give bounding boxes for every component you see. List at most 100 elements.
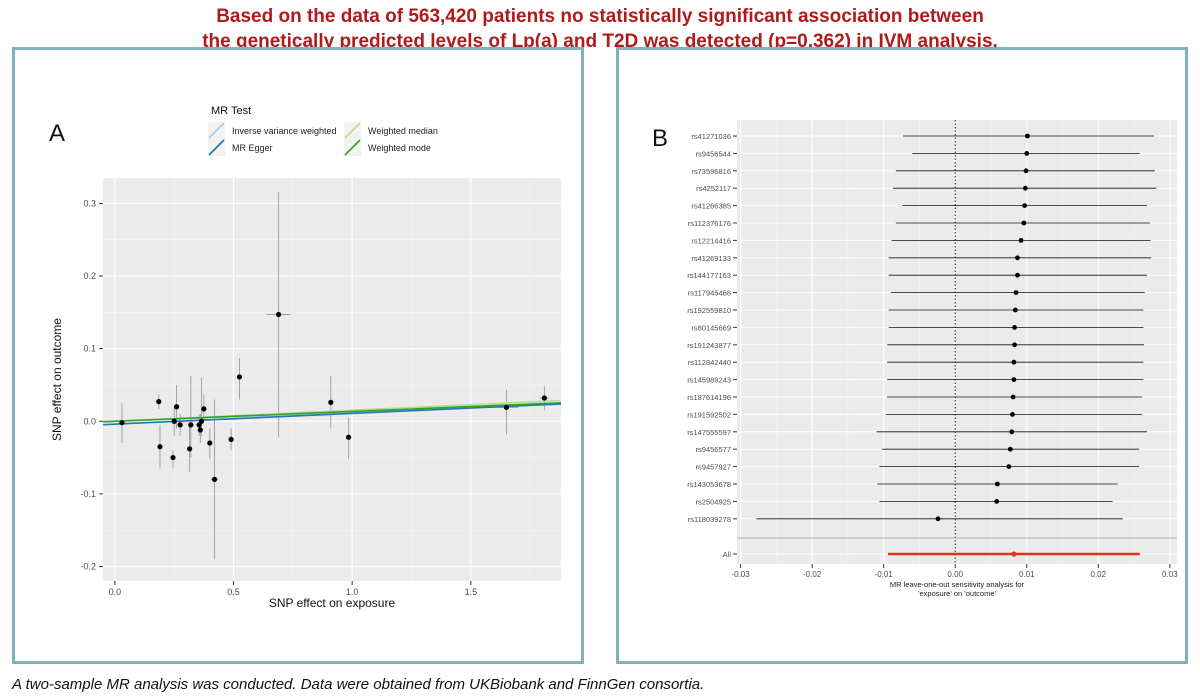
- plot-area: [103, 178, 561, 581]
- legend-entry-label: Weighted mode: [368, 143, 431, 153]
- snp-point: [170, 454, 176, 461]
- snp-label: rs147555597: [687, 428, 731, 437]
- headline-line-1: Based on the data of 563,420 patients no…: [216, 6, 984, 27]
- legend-key-line: [208, 139, 225, 156]
- x-axis-title-line-2: 'exposure' on 'outcome': [918, 589, 996, 598]
- estimate-point: [1010, 412, 1015, 417]
- snp-point: [198, 418, 205, 424]
- snp-label: rs9456544: [696, 149, 731, 158]
- estimate-point: [1007, 446, 1013, 452]
- snp-label: rs9456577: [696, 445, 731, 454]
- snp-label: rs80145669: [691, 323, 731, 332]
- estimate-point: [1021, 220, 1027, 226]
- y-tick-label: -0.1: [80, 489, 96, 499]
- legend-key-line: [344, 139, 361, 156]
- x-tick-label: 0.5: [227, 587, 240, 597]
- snp-label: rs41269133: [691, 254, 731, 263]
- estimate-point: [935, 516, 941, 522]
- snp-label: rs73596816: [691, 167, 731, 176]
- snp-label: rs145989243: [687, 376, 731, 385]
- headline: Based on the data of 563,420 patients no…: [0, 4, 1200, 54]
- y-tick-label: 0.3: [83, 198, 96, 208]
- scatter-chart: A 0.0 0.5 1.0 1.5 -0.2 -0.1 0.0 0.1 0.2 0.3 SNP eff…: [49, 105, 562, 610]
- snp-point: [541, 395, 547, 401]
- snp-point: [211, 476, 218, 482]
- y-tick-label: 0.1: [83, 344, 96, 354]
- x-axis-title: SNP effect on exposure: [269, 596, 396, 610]
- estimate-point: [995, 481, 1000, 487]
- estimate-point: [1018, 238, 1024, 243]
- estimate-point: [1025, 133, 1030, 139]
- snp-label: rs191243877: [687, 341, 731, 350]
- x-tick-label: -0.01: [875, 570, 894, 579]
- snp-point: [201, 406, 207, 412]
- snp-label: rs112842440: [688, 358, 731, 367]
- overall-label: All: [723, 550, 732, 559]
- x-tick-label: -0.02: [803, 570, 822, 579]
- y-tick-label: 0.0: [83, 416, 96, 426]
- snp-label: rs187614196: [687, 393, 731, 402]
- snp-point: [171, 418, 177, 424]
- x-tick-label: 1.5: [465, 587, 478, 597]
- legend-entry-label: Weighted median: [368, 126, 438, 136]
- y-axis-title: SNP effect on outcome: [50, 318, 64, 441]
- snp-point: [177, 422, 183, 428]
- snp-point: [346, 434, 352, 440]
- panel-label-b: B: [652, 125, 668, 152]
- plot-area: [737, 120, 1177, 564]
- regression-line: [102, 402, 562, 423]
- snp-point: [207, 440, 213, 446]
- estimate-point: [1012, 325, 1017, 330]
- legend-entry-label: Inverse variance weighted: [232, 126, 337, 136]
- footer-caption: A two-sample MR analysis was conducted. …: [12, 676, 705, 693]
- legend-key-line: [208, 122, 225, 139]
- snp-label: rs41266385: [691, 202, 731, 211]
- panel-b: B -0.03 -0.02 -0.01 0.00 0.01 0.02 0.03 rs412710…: [616, 47, 1188, 664]
- snp-point: [173, 404, 180, 410]
- headline-line-2: the genetically predicted levels of Lp(a…: [202, 31, 998, 52]
- estimate-point: [1010, 394, 1016, 400]
- estimate-point: [1012, 307, 1018, 313]
- snp-label: rs118039278: [688, 515, 731, 524]
- estimate-point: [1011, 359, 1017, 365]
- estimate-point: [1022, 203, 1028, 209]
- estimate-point: [994, 499, 1000, 504]
- forest-chart: B -0.03 -0.02 -0.01 0.00 0.01 0.02 0.03 rs412710…: [652, 120, 1178, 598]
- snp-label: rs4252117: [696, 184, 731, 193]
- snp-point: [119, 420, 125, 426]
- snp-label: rs192559810: [687, 306, 731, 315]
- snp-point: [156, 399, 162, 405]
- snp-point: [328, 399, 334, 405]
- overall-estimate-point: [1011, 551, 1017, 557]
- x-tick-label: 0.00: [947, 570, 963, 579]
- x-tick-label: 0.02: [1091, 570, 1107, 579]
- y-tick-label: 0.2: [83, 271, 96, 281]
- snp-label: rs117945468: [688, 289, 731, 298]
- snp-point: [228, 436, 234, 443]
- estimate-point: [1023, 168, 1029, 174]
- snp-label: rs12214416: [691, 236, 731, 245]
- snp-point: [276, 311, 282, 318]
- legend-entry-label: MR Egger: [232, 143, 273, 153]
- x-tick-label: 0.01: [1019, 570, 1035, 579]
- x-tick-label: 0.03: [1162, 570, 1178, 579]
- estimate-point: [1024, 151, 1030, 156]
- estimate-point: [1022, 185, 1028, 191]
- snp-label: rs143053678: [687, 480, 731, 489]
- snp-point: [187, 446, 193, 452]
- estimate-point: [1013, 290, 1019, 295]
- y-tick-label: -0.2: [80, 561, 96, 571]
- estimate-point: [1006, 464, 1012, 469]
- snp-point: [503, 404, 510, 411]
- snp-point: [197, 427, 203, 433]
- estimate-point: [1009, 429, 1015, 435]
- snp-point: [157, 444, 163, 450]
- panel-label-a: A: [49, 120, 65, 147]
- snp-point: [236, 374, 243, 380]
- snp-point: [188, 422, 194, 428]
- x-axis-title: MR leave-one-out sensitivity analysis fo…: [890, 580, 1025, 589]
- snp-label: rs41271036: [691, 132, 731, 141]
- estimate-point: [1011, 377, 1017, 382]
- snp-label: rs191592502: [687, 410, 731, 419]
- estimate-point: [1015, 272, 1020, 278]
